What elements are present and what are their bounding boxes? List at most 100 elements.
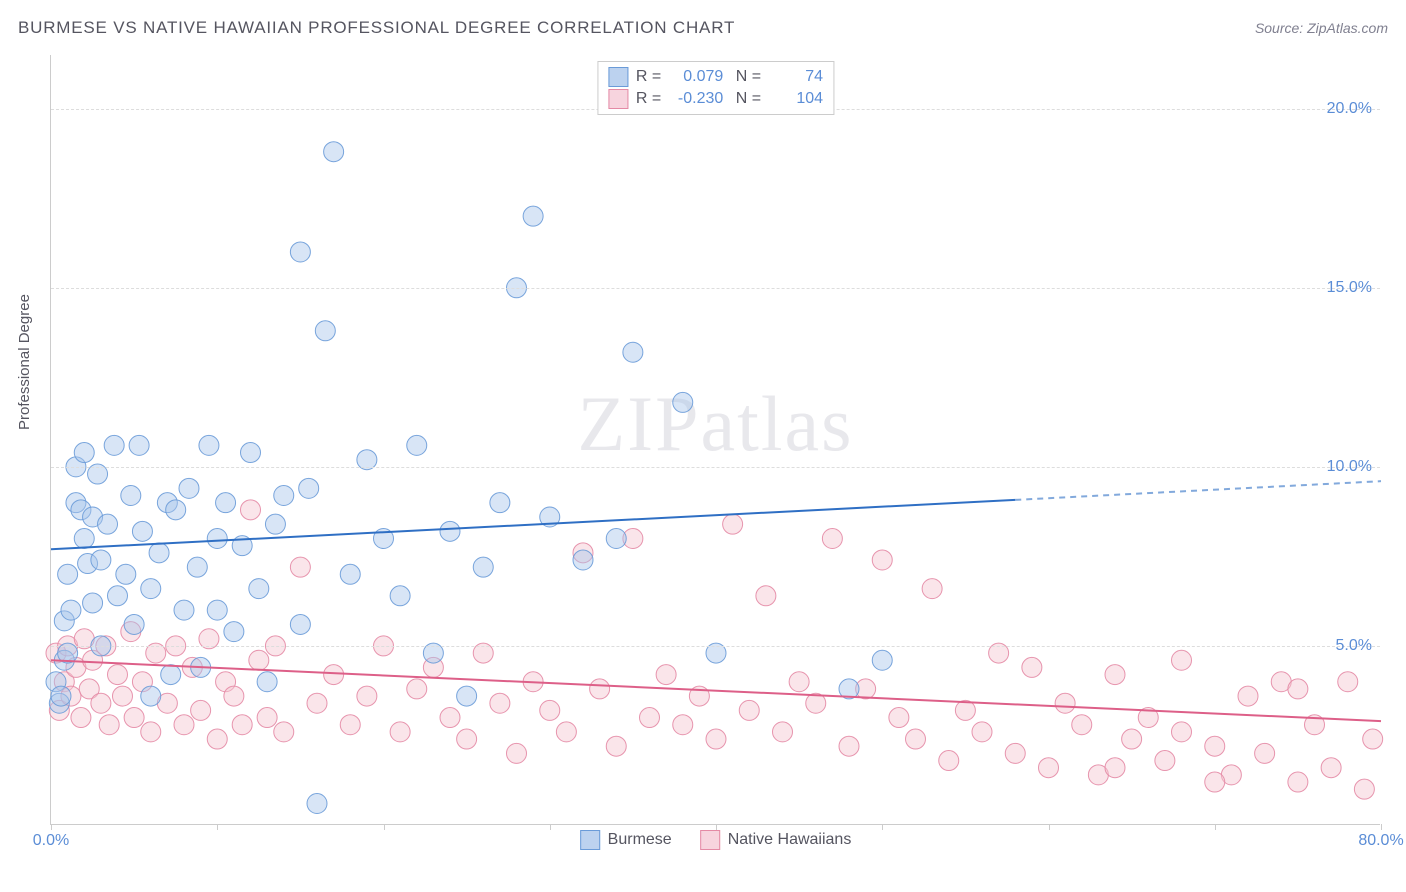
data-point <box>1354 779 1374 799</box>
grid-line <box>51 467 1380 468</box>
data-point <box>141 686 161 706</box>
data-point <box>1288 772 1308 792</box>
n-value-burmese: 74 <box>769 66 823 88</box>
legend-item-hawaiian: Native Hawaiians <box>700 830 852 850</box>
x-tick <box>716 824 717 830</box>
data-point <box>889 708 909 728</box>
data-point <box>340 564 360 584</box>
data-point <box>187 557 207 577</box>
data-point <box>822 528 842 548</box>
legend-swatch-burmese <box>608 67 628 87</box>
data-point <box>324 142 344 162</box>
legend-swatch-icon <box>700 830 720 850</box>
data-point <box>224 622 244 642</box>
data-point <box>1255 743 1275 763</box>
legend-swatch-hawaiian <box>608 89 628 109</box>
data-point <box>324 665 344 685</box>
data-point <box>673 392 693 412</box>
data-point <box>407 679 427 699</box>
data-point <box>473 557 493 577</box>
data-point <box>490 693 510 713</box>
data-point <box>1288 679 1308 699</box>
data-point <box>58 564 78 584</box>
data-point <box>108 665 128 685</box>
data-point <box>149 543 169 563</box>
data-point <box>606 528 626 548</box>
data-point <box>124 614 144 634</box>
data-point <box>121 486 141 506</box>
y-axis-label: Professional Degree <box>16 294 33 430</box>
data-point <box>307 794 327 814</box>
data-point <box>839 736 859 756</box>
data-point <box>390 586 410 606</box>
data-point <box>141 579 161 599</box>
data-point <box>673 715 693 735</box>
chart-title: BURMESE VS NATIVE HAWAIIAN PROFESSIONAL … <box>18 18 735 38</box>
data-point <box>290 557 310 577</box>
legend-row-burmese: R = 0.079 N = 74 <box>608 66 823 88</box>
data-point <box>174 600 194 620</box>
data-point <box>207 729 227 749</box>
data-point <box>104 435 124 455</box>
data-point <box>74 443 94 463</box>
data-point <box>179 478 199 498</box>
x-tick <box>1215 824 1216 830</box>
data-point <box>224 686 244 706</box>
data-point <box>116 564 136 584</box>
data-point <box>723 514 743 534</box>
data-point <box>972 722 992 742</box>
data-point <box>789 672 809 692</box>
data-point <box>265 514 285 534</box>
data-point <box>1105 665 1125 685</box>
data-point <box>656 665 676 685</box>
data-point <box>623 342 643 362</box>
data-point <box>906 729 926 749</box>
data-point <box>249 579 269 599</box>
legend-label-burmese: Burmese <box>608 831 672 849</box>
n-value-hawaiian: 104 <box>769 88 823 110</box>
data-point <box>756 586 776 606</box>
trend-line <box>51 500 1015 549</box>
data-point <box>556 722 576 742</box>
data-point <box>129 435 149 455</box>
data-point <box>1005 743 1025 763</box>
data-point <box>241 443 261 463</box>
data-point <box>74 528 94 548</box>
x-tick <box>882 824 883 830</box>
data-point <box>1022 657 1042 677</box>
data-point <box>390 722 410 742</box>
data-point <box>1072 715 1092 735</box>
x-tick <box>1049 824 1050 830</box>
data-point <box>523 206 543 226</box>
data-point <box>490 493 510 513</box>
data-point <box>307 693 327 713</box>
data-point <box>540 700 560 720</box>
data-point <box>161 665 181 685</box>
x-tick <box>384 824 385 830</box>
data-point <box>83 593 103 613</box>
x-tick <box>1381 824 1382 830</box>
x-tick <box>217 824 218 830</box>
y-tick-label: 10.0% <box>1327 458 1372 476</box>
data-point <box>1172 650 1192 670</box>
data-point <box>1155 751 1175 771</box>
grid-line <box>51 288 1380 289</box>
data-point <box>1238 686 1258 706</box>
data-point <box>590 679 610 699</box>
data-point <box>216 493 236 513</box>
data-point <box>61 600 81 620</box>
data-point <box>91 550 111 570</box>
correlation-legend: R = 0.079 N = 74 R = -0.230 N = 104 <box>597 61 834 115</box>
data-point <box>166 500 186 520</box>
data-point <box>274 486 294 506</box>
data-point <box>112 686 132 706</box>
x-tick <box>550 824 551 830</box>
legend-swatch-icon <box>580 830 600 850</box>
data-point <box>872 550 892 570</box>
plot-area: ZIPatlas R = 0.079 N = 74 R = -0.230 N =… <box>50 55 1380 825</box>
data-point <box>232 715 252 735</box>
data-point <box>257 708 277 728</box>
data-point <box>249 650 269 670</box>
data-point <box>440 521 460 541</box>
data-point <box>257 672 277 692</box>
